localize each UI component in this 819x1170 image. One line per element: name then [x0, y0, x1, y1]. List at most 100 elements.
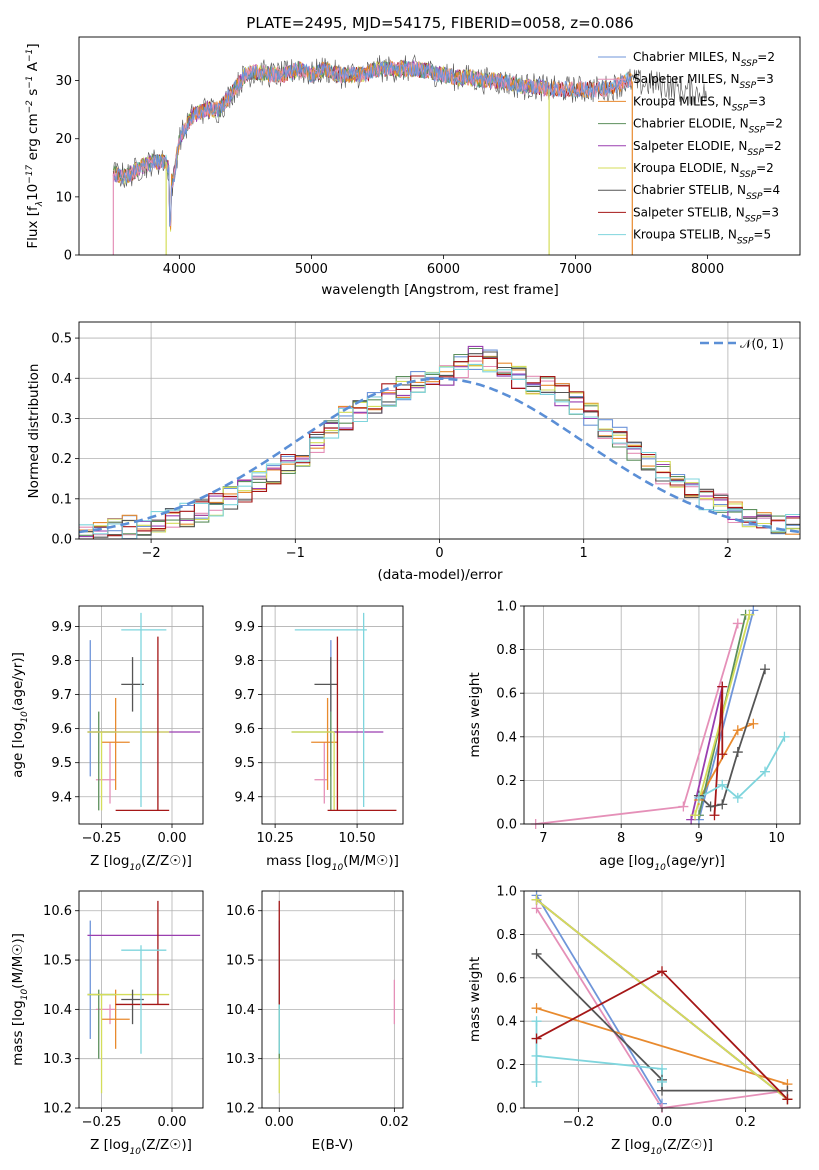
y-tick-label: 0 — [64, 249, 72, 264]
weight-marker — [760, 766, 771, 777]
y-tick-label: 0.8 — [496, 928, 517, 943]
plot-area — [112, 54, 708, 255]
histogram-panel: −2 −1 0 1 2 0.0 0.1 0.2 0.3 0.4 0.5 𝒩(0, 1) (data-mo… — [26, 321, 801, 583]
spectrum-panel: 4000 5000 6000 7000 8000 0 10 20 30 wavelength [A… — [25, 36, 801, 298]
plot-area — [87, 612, 201, 812]
y-tick-label: 0.0 — [496, 1102, 517, 1117]
x-tick-label: 8000 — [691, 262, 724, 277]
axes-frame — [261, 890, 404, 1109]
x-axis-label: age [log10(age/yr)] — [599, 853, 725, 873]
weight-marker — [678, 801, 689, 812]
y-tick-label: 9.9 — [51, 620, 72, 635]
histogram-step — [79, 355, 800, 539]
x-tick-label: 0 — [435, 546, 443, 561]
y-tick-label: 0.2 — [496, 1058, 517, 1073]
x-tick-label: −1 — [286, 546, 305, 561]
legend-label: Chabrier MILES, NSSP=2 — [633, 50, 775, 69]
y-tick-label: 10.5 — [226, 954, 255, 969]
plot-area — [535, 610, 786, 824]
weight-marker — [760, 664, 771, 675]
x-tick-label: −0.25 — [82, 831, 122, 846]
y-tick-label: 1.0 — [496, 885, 517, 900]
normal-curve — [79, 377, 800, 534]
y-tick-label: 0.2 — [51, 452, 72, 467]
plot-area — [291, 612, 397, 812]
y-tick-label: 9.5 — [234, 756, 255, 771]
legend-label: Chabrier STELIB, NSSP=4 — [633, 183, 780, 202]
mass-vs-Z-panel: −0.25 0.00 10.2 10.3 10.4 10.5 10.6 Z [log10(Z/… — [10, 890, 204, 1157]
x-tick-label: 7 — [539, 831, 547, 846]
y-tick-label: 0.4 — [496, 1015, 517, 1030]
mass-weight-vs-age-panel: 7 8 9 10 0.0 0.2 0.4 0.6 0.8 1.0 age [log10(age/yr… — [467, 600, 801, 873]
y-tick-label: 10.3 — [226, 1052, 255, 1067]
legend-label: Kroupa STELIB, NSSP=5 — [633, 228, 771, 247]
y-tick-label: 10.3 — [43, 1052, 72, 1067]
spectrum-line — [112, 61, 633, 227]
x-tick-label: 0.2 — [735, 1115, 756, 1130]
y-tick-label: 1.0 — [496, 600, 517, 615]
x-axis-label: Z [log10(Z/Z☉)] — [611, 1137, 713, 1157]
y-tick-label: 9.6 — [234, 722, 255, 737]
y-tick-label: 0.0 — [51, 533, 72, 548]
y-tick-label: 9.7 — [234, 688, 255, 703]
y-tick-label: 9.8 — [234, 654, 255, 669]
axes-frame — [78, 321, 801, 540]
weight-marker — [531, 948, 542, 959]
y-tick-label: 0.8 — [496, 643, 517, 658]
y-tick-label: 0.1 — [51, 492, 72, 507]
y-tick-label: 0.6 — [496, 687, 517, 702]
axes-frame — [78, 890, 204, 1109]
legend-label: Salpeter STELIB, NSSP=3 — [633, 205, 779, 224]
weight-marker — [732, 792, 743, 803]
weight-marker — [717, 799, 728, 810]
weight-marker — [693, 792, 704, 803]
weight-marker — [779, 731, 790, 742]
weight-marker — [705, 801, 716, 812]
x-tick-label: 0.00 — [158, 1115, 187, 1130]
y-axis-label: mass weight — [467, 672, 483, 757]
weight-marker — [531, 1050, 542, 1061]
y-tick-label: 0.4 — [51, 372, 72, 387]
weight-line — [535, 894, 663, 1105]
weight-marker — [657, 1063, 667, 1074]
y-tick-label: 0.6 — [496, 971, 517, 986]
weight-marker — [657, 1076, 667, 1087]
weight-marker — [657, 966, 667, 977]
weight-marker — [717, 681, 728, 692]
y-axis-label: age [log10(age/yr)] — [10, 652, 30, 778]
axes-frame — [523, 605, 801, 825]
y-tick-label: 10.5 — [43, 954, 72, 969]
y-tick-label: 9.4 — [51, 790, 72, 805]
x-tick-label: 0.00 — [265, 1115, 294, 1130]
y-tick-label: 0.0 — [496, 818, 517, 833]
y-tick-label: 10.4 — [226, 1003, 255, 1018]
weight-marker — [531, 903, 542, 914]
weight-line — [535, 898, 789, 1101]
age-vs-mass-panel: 10.25 10.50 9.4 9.5 9.6 9.7 9.8 9.9 mass [log10(… — [234, 605, 404, 873]
x-axis-label: Z [log10(Z/Z☉)] — [90, 853, 192, 873]
x-tick-label: 10.25 — [257, 831, 294, 846]
x-tick-label: 10.50 — [338, 831, 375, 846]
y-tick-label: 10.4 — [43, 1003, 72, 1018]
x-tick-label: −0.25 — [82, 1115, 122, 1130]
y-axis-label: mass weight — [467, 957, 483, 1042]
x-tick-label: 9 — [695, 831, 703, 846]
y-tick-label: 9.8 — [51, 654, 72, 669]
x-axis-label: (data-model)/error — [377, 567, 503, 583]
y-tick-label: 9.6 — [51, 722, 72, 737]
mass-vs-EBV-panel: 0.00 0.02 10.2 10.3 10.4 10.5 10.6 E(B-V) — [226, 890, 409, 1153]
histogram-step — [79, 363, 800, 539]
weight-line — [536, 1007, 788, 1085]
x-tick-label: 0.02 — [380, 1115, 409, 1130]
spectrum-line — [112, 59, 632, 228]
y-tick-label: 0.4 — [496, 730, 517, 745]
x-tick-label: 10 — [768, 831, 785, 846]
x-tick-label: 8 — [617, 831, 625, 846]
weight-marker — [531, 894, 542, 905]
x-tick-label: −0.2 — [563, 1115, 595, 1130]
weight-marker — [531, 1033, 542, 1044]
weight-marker — [531, 1076, 542, 1087]
spectrum-line — [112, 60, 632, 225]
legend-label: Kroupa ELODIE, NSSP=2 — [633, 161, 774, 180]
y-tick-label: 20 — [55, 132, 72, 147]
